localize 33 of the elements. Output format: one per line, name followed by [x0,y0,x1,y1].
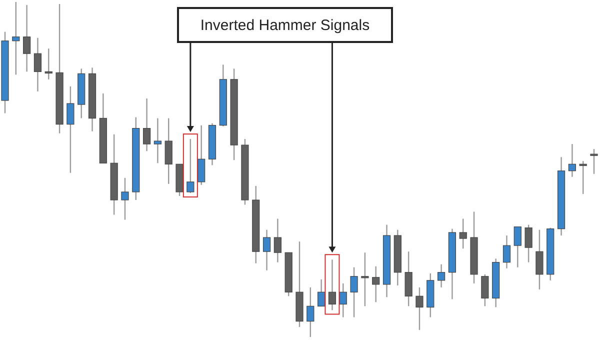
candlestick [579,160,587,195]
candlestick [154,118,162,164]
candlestick [186,138,194,194]
candlestick [568,143,576,178]
candlestick [404,250,412,307]
candlestick [164,118,172,185]
candlestick [142,98,151,152]
candlestick [437,264,446,288]
candlestick [361,252,369,307]
candlestick [12,1,20,76]
candlestick [34,37,42,92]
candlestick [198,124,206,186]
annotation: Inverted Hammer Signals [200,17,370,34]
candlestick [514,226,522,268]
candlestick [274,218,282,263]
candlestick [66,86,74,174]
candlestick [536,229,544,290]
candlestick [416,286,424,331]
candlestick [121,177,129,220]
candlestick [481,274,489,307]
candlestick [328,259,336,311]
candlestick [459,218,467,250]
candlestick [372,266,380,303]
candlestick [262,229,271,271]
candlestick [524,224,532,263]
candlestick [590,148,598,174]
candlestick [23,4,31,72]
candlestick [44,48,52,80]
candlestick [339,282,347,318]
candlestick [350,266,358,318]
candlestick [502,234,511,269]
candlestick [306,286,314,338]
candlestick [318,278,326,307]
